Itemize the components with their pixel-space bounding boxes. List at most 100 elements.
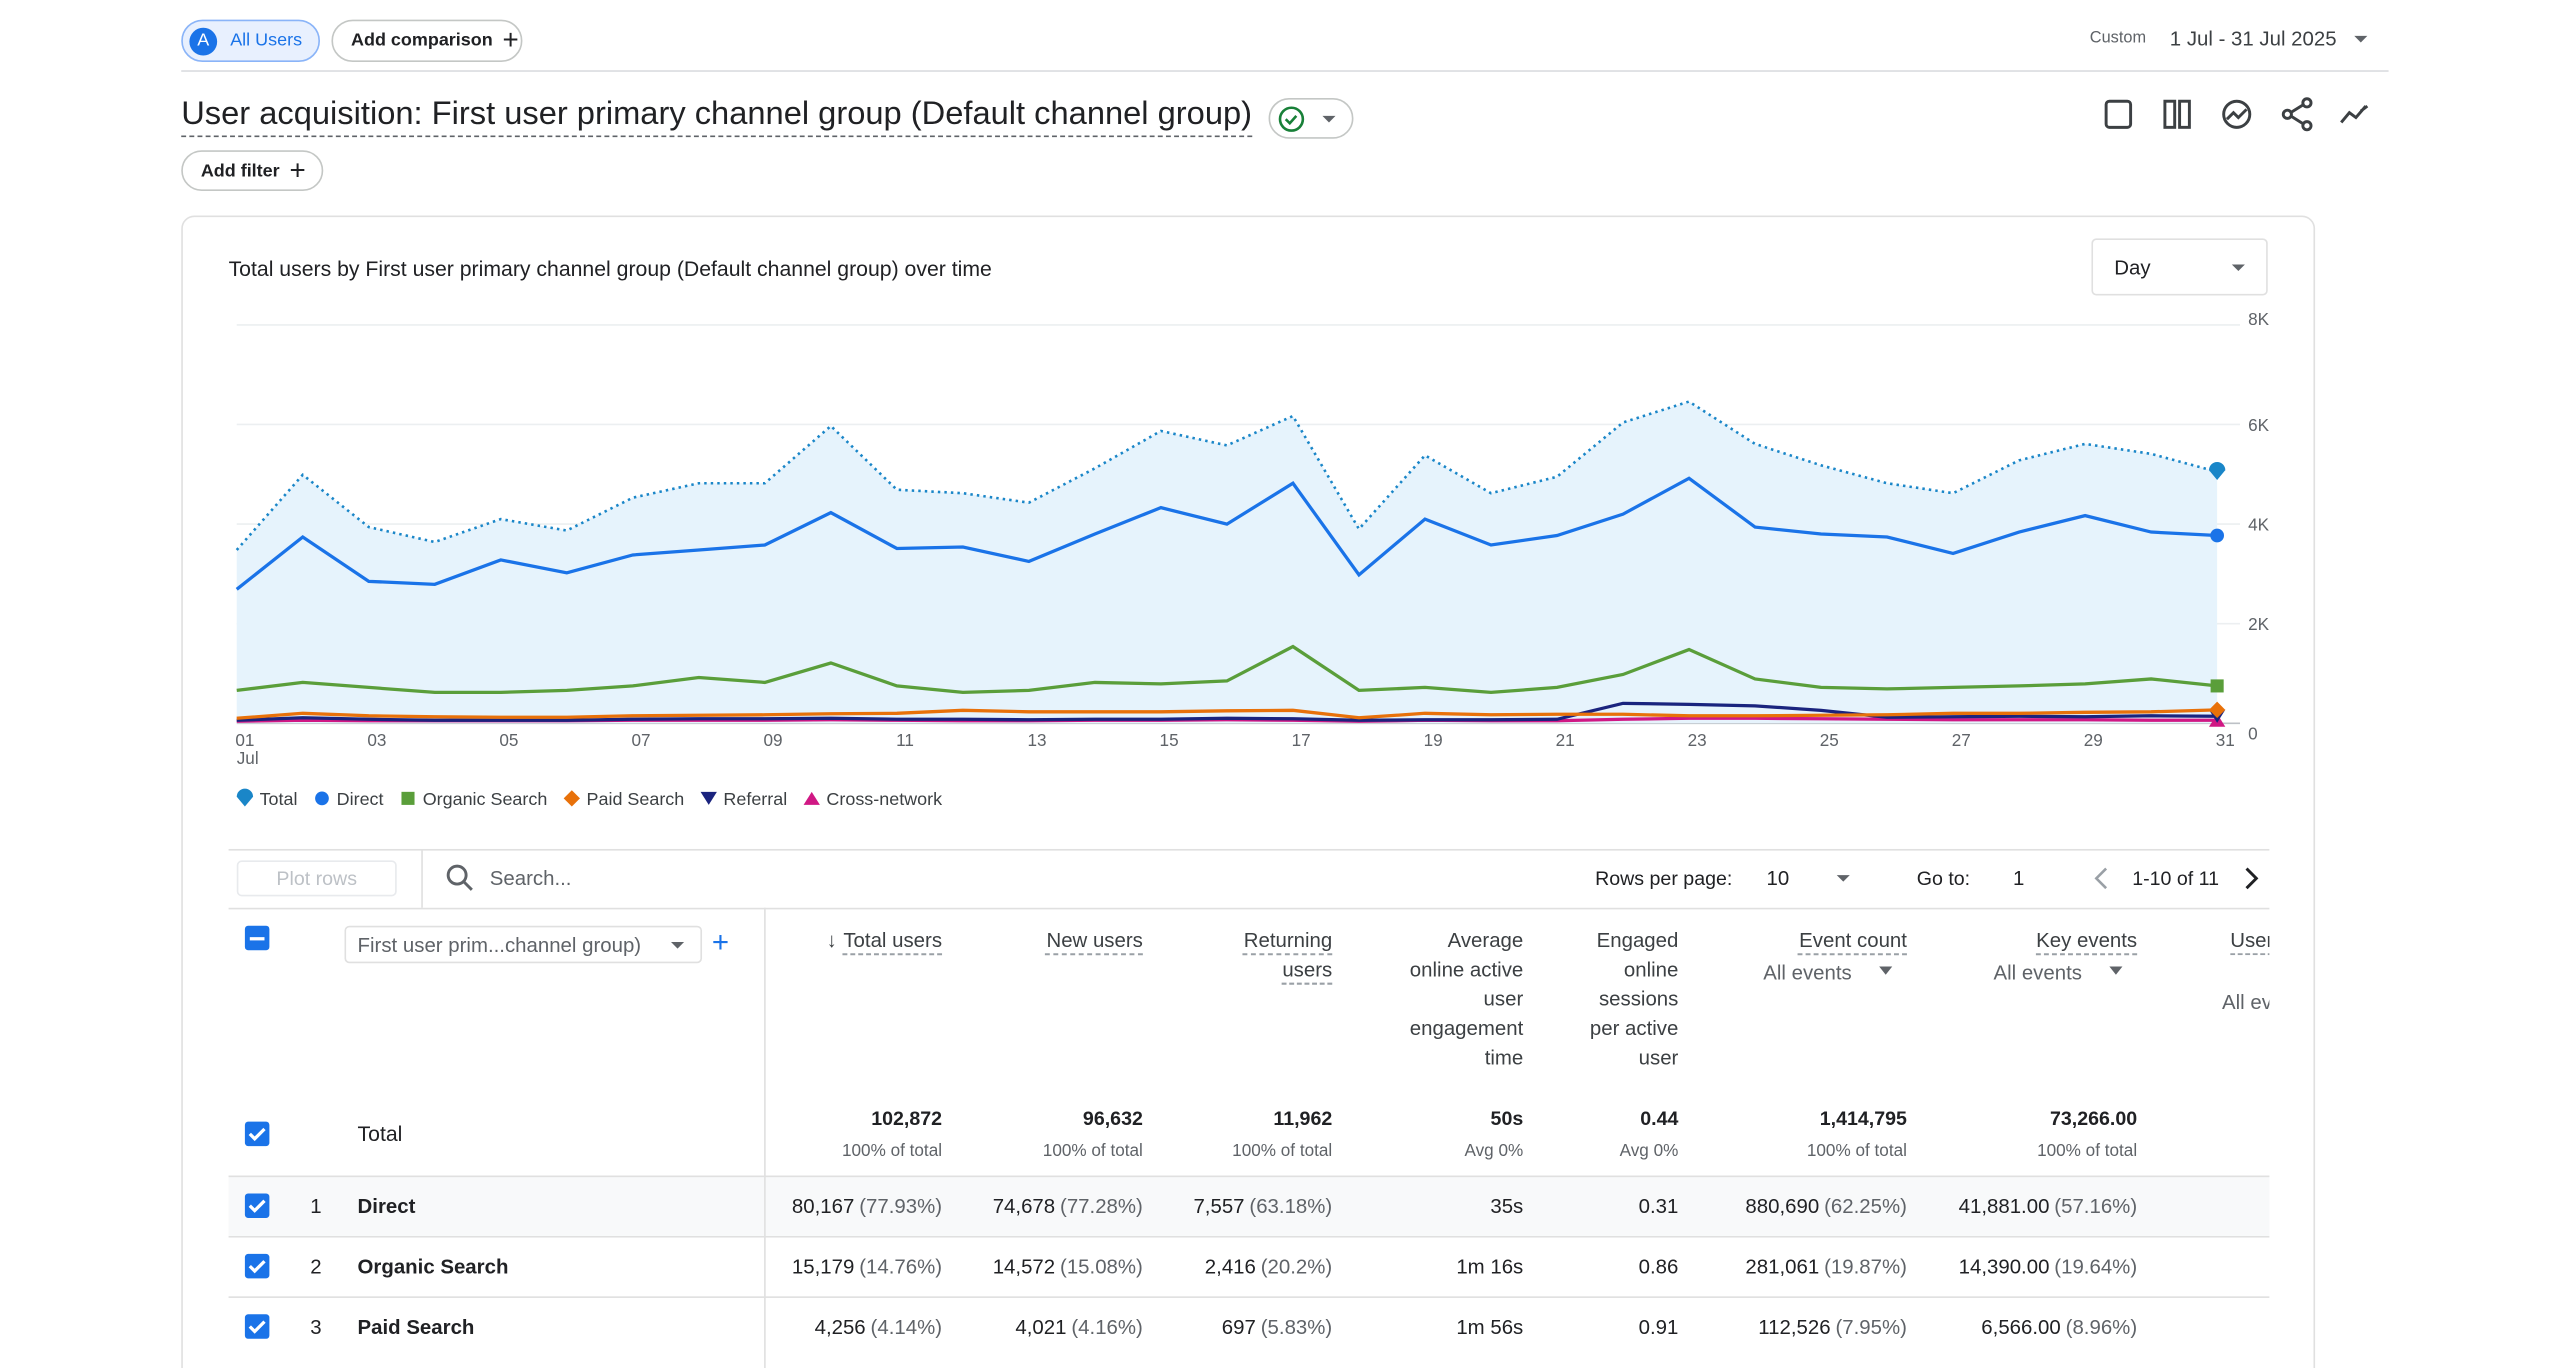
- cell-value: 0.91: [1638, 1315, 1679, 1339]
- cell-share: (20.2%): [1260, 1255, 1333, 1279]
- cell-share: (4.16%): [1071, 1315, 1143, 1339]
- toolbar-icons[interactable]: [2098, 95, 2379, 137]
- chart: 0 2K 4K 6K 8K 01 03 05 07 09 11 13 15 17 19 21 23 25 27 29 3…: [235, 309, 2270, 809]
- legend-label: Total: [260, 789, 298, 809]
- series-line: [236, 701, 2218, 722]
- x-tick-label: 15: [1160, 730, 1179, 750]
- cell-share: (57.16%): [2054, 1195, 2138, 1218]
- cell-share: (14.76%): [859, 1255, 943, 1279]
- cell-value: 41,881.00: [1958, 1195, 2050, 1218]
- date-mode: Custom: [2089, 29, 2147, 48]
- dimension-name: First user prim...channel group): [357, 933, 642, 957]
- total-note: 100% of total: [1806, 1141, 1907, 1161]
- column-header: Event count: [1799, 928, 1907, 952]
- x-tick-label: 21: [1556, 730, 1575, 750]
- x-tick-label: 11: [896, 730, 914, 750]
- cell-value: 0.86: [1638, 1255, 1679, 1279]
- date-caret: [2354, 35, 2368, 43]
- legend-label: Referral: [723, 789, 787, 809]
- cell-value: 0.31: [1638, 1195, 1679, 1218]
- marker: [2208, 462, 2226, 480]
- cell: 281,061 (19.87%): [1745, 1256, 1907, 1279]
- cell-value: 14,390.00: [1958, 1255, 2050, 1279]
- total-value: 1,414,795: [1819, 1106, 1907, 1130]
- column-header: ↓ Total users: [826, 928, 943, 952]
- dimension-select[interactable]: First user prim...channel group): [344, 925, 703, 964]
- row-name: Direct: [357, 1195, 416, 1218]
- y-tick-label: 2K: [2248, 614, 2270, 634]
- cell-share: (62.25%): [1824, 1195, 1907, 1218]
- cell: 80,167 (77.93%): [792, 1195, 942, 1218]
- legend-label: Direct: [337, 789, 384, 809]
- goto-input[interactable]: 1: [2013, 866, 2025, 890]
- x-tick-label: 05: [499, 730, 518, 750]
- cell-value: 4,256: [814, 1315, 866, 1339]
- table-border: [764, 907, 766, 1368]
- x-tick-label: 13: [1028, 730, 1047, 750]
- cell: 15,179 (14.76%): [792, 1256, 942, 1279]
- cell: 14,572 (15.08%): [993, 1256, 1143, 1279]
- title-status[interactable]: [1268, 97, 1354, 139]
- cell-value: 1m 16s: [1456, 1255, 1524, 1279]
- next-page[interactable]: [2242, 865, 2262, 891]
- marker: [315, 791, 329, 806]
- total-value: 96,632: [1082, 1106, 1143, 1130]
- add-filter[interactable]: Add filter +: [181, 150, 324, 192]
- prev-page[interactable]: [2091, 865, 2111, 891]
- date-range[interactable]: 1 Jul - 31 Jul 2025: [2169, 27, 2337, 51]
- cell-value: 14,572: [992, 1255, 1056, 1279]
- cell-share: (63.18%): [1249, 1195, 1333, 1218]
- select-all[interactable]: [244, 925, 270, 951]
- add-comparison[interactable]: Add comparison +: [331, 19, 523, 63]
- granularity-value: Day: [2114, 256, 2151, 280]
- x-tick-label: 31: [2216, 730, 2235, 750]
- plot-rows[interactable]: Plot rows: [236, 860, 397, 897]
- rows-per-page-label: Rows per page:: [1595, 866, 1733, 890]
- rows-per-page[interactable]: 10: [1766, 866, 1790, 890]
- x-tick-label: 09: [763, 730, 782, 750]
- total-value: 0.44: [1640, 1106, 1679, 1130]
- x-month-label: Jul: [237, 748, 259, 768]
- cell: 0.31: [1639, 1195, 1679, 1218]
- add-dimension[interactable]: +: [711, 925, 730, 959]
- cell-value: 697: [1221, 1315, 1256, 1339]
- cell-share: (19.87%): [1824, 1255, 1907, 1279]
- cell: 41,881.00 (57.16%): [1959, 1195, 2138, 1218]
- legend-label: Organic Search: [423, 789, 548, 809]
- total-note: 100% of total: [1232, 1141, 1333, 1161]
- cell-value: 112,526: [1758, 1315, 1831, 1339]
- column-subheader: All events: [1763, 961, 1852, 985]
- y-tick-label: 4K: [2248, 515, 2270, 535]
- row-checkbox[interactable]: [244, 1314, 270, 1339]
- granularity-select[interactable]: Day: [2091, 238, 2268, 296]
- cell-share: (19.64%): [2054, 1255, 2138, 1279]
- cell-share: (77.93%): [859, 1195, 943, 1218]
- cell: 35s: [1490, 1195, 1523, 1218]
- cell: 697 (5.83%): [1222, 1316, 1332, 1339]
- marker: [236, 788, 254, 807]
- row-background: [228, 1175, 2270, 1236]
- segment-chip[interactable]: A All Users: [181, 19, 320, 63]
- row-checkbox[interactable]: [244, 1193, 270, 1218]
- cell-share: (4.14%): [870, 1315, 943, 1339]
- cell-value: 6,566.00: [1981, 1315, 2061, 1339]
- cell-share: (5.83%): [1260, 1315, 1333, 1339]
- pagination: 1-10 of 11: [2132, 866, 2220, 890]
- status-icons: [1278, 105, 1336, 132]
- marker: [803, 791, 820, 805]
- y-tick-label: 6K: [2248, 415, 2270, 435]
- segment-name: All Users: [230, 31, 303, 51]
- cell: 6,566.00 (8.96%): [1981, 1316, 2137, 1339]
- search-input[interactable]: Search...: [489, 866, 572, 890]
- cell: 0.91: [1639, 1316, 1679, 1339]
- total-label: Total: [357, 1121, 403, 1147]
- marker: [563, 790, 580, 807]
- x-tick-label: 07: [631, 730, 650, 750]
- row-rank: 1: [310, 1195, 322, 1218]
- y-tick-label: 0: [2248, 724, 2258, 744]
- series-line: [235, 476, 2218, 591]
- row-checkbox[interactable]: [244, 1121, 270, 1147]
- cell: 2,416 (20.2%): [1205, 1256, 1332, 1279]
- row-checkbox[interactable]: [244, 1253, 270, 1279]
